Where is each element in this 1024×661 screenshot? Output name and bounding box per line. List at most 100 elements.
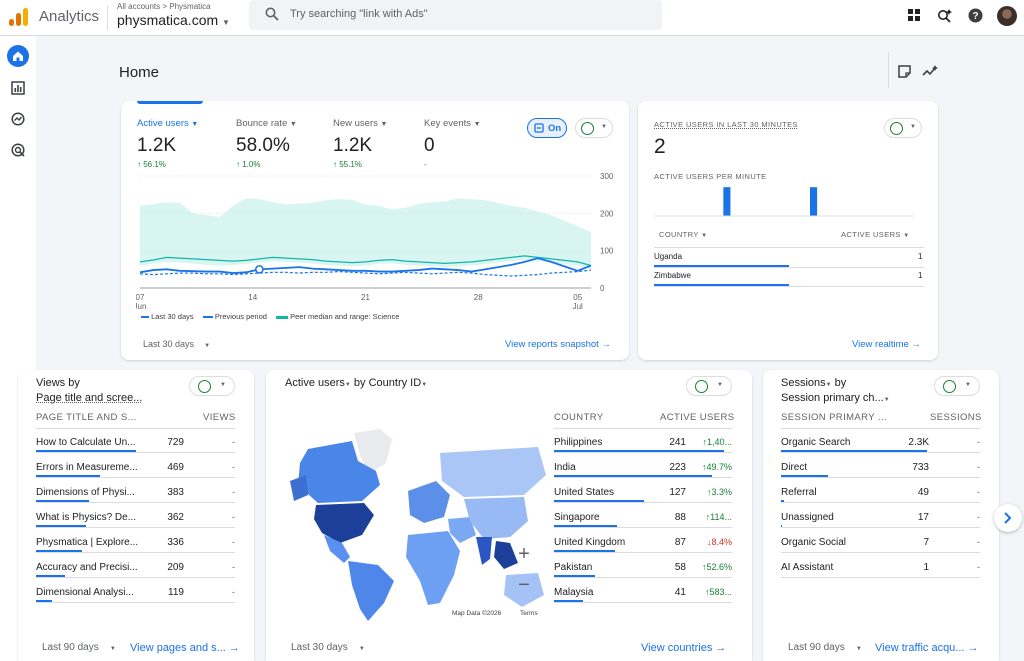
user-avatar[interactable]	[997, 6, 1017, 26]
metric-label: Key events	[424, 118, 471, 129]
row-label: Physmatica | Explore...	[36, 537, 139, 548]
map-russia[interactable]	[440, 447, 546, 497]
realtime-row-bar	[654, 284, 789, 286]
benchmark-toggle[interactable]: On	[527, 118, 567, 138]
row-share-bar	[36, 600, 52, 602]
y-tick-label: 0	[600, 284, 605, 293]
map-australia[interactable]	[504, 573, 544, 607]
series-line	[139, 269, 592, 277]
metric-value: 0	[424, 135, 435, 156]
map-south-america[interactable]	[348, 561, 394, 621]
view-countries-link[interactable]: View countries →	[641, 642, 726, 654]
map-asia[interactable]	[464, 497, 528, 539]
nav-home[interactable]	[7, 45, 29, 67]
date-range-selector[interactable]: Last 30 days ▼	[291, 642, 365, 653]
metric-selector[interactable]: Sessions	[781, 377, 826, 389]
metric-active-users[interactable]: Active users ▼ 1.2K ↑ 56.1%	[137, 118, 198, 169]
dimension-selector[interactable]: Session primary ch...▼	[781, 392, 890, 404]
divider	[554, 477, 732, 478]
zoom-out-button[interactable]: −	[518, 574, 530, 596]
map-greenland[interactable]	[354, 429, 392, 475]
row-share-bar	[36, 550, 82, 552]
map-africa[interactable]	[406, 531, 460, 605]
view-traffic-acquisition-link[interactable]: View traffic acqu... →	[875, 642, 979, 654]
dimension-selector[interactable]: Page title and scree...	[36, 392, 143, 404]
map-alaska[interactable]	[290, 475, 308, 501]
help-icon[interactable]: ?	[968, 8, 983, 23]
metric-selector[interactable]: Active users	[285, 377, 345, 389]
divider	[781, 552, 980, 553]
metric-label: Active users	[137, 118, 189, 129]
property-selector[interactable]: physmatica.com ▼	[117, 12, 230, 28]
caret-down-icon: ▼	[344, 382, 351, 388]
map-usa[interactable]	[314, 503, 374, 543]
row-label: Philippines	[554, 437, 603, 448]
metric-bounce-rate[interactable]: Bounce rate ▼ 58.0% ↑ 1.0%	[236, 118, 297, 169]
map-southeast-asia[interactable]	[494, 541, 518, 569]
active-tab-indicator	[137, 101, 203, 104]
map-middle-east[interactable]	[448, 517, 476, 543]
data-quality-button[interactable]: ▼	[189, 376, 235, 396]
divider	[781, 477, 980, 478]
view-reports-snapshot-link[interactable]: View reports snapshot →	[505, 339, 611, 350]
data-quality-button[interactable]: ▼	[884, 118, 922, 138]
map-terms-link[interactable]: Terms	[520, 610, 538, 617]
realtime-row-bar	[654, 265, 789, 267]
realtime-card	[638, 101, 938, 360]
row-label: Organic Social	[781, 537, 847, 548]
view-realtime-link[interactable]: View realtime →	[852, 339, 921, 350]
map-mexico[interactable]	[324, 535, 350, 563]
divider	[36, 452, 235, 453]
account-breadcrumb[interactable]: All accounts > Physmatica	[117, 2, 211, 11]
row-change: -	[977, 437, 980, 447]
metric-new-users[interactable]: New users ▼ 1.2K ↑ 55.1%	[333, 118, 387, 169]
caret-down-icon: ▼	[825, 382, 832, 388]
column-header-active-users[interactable]: ACTIVE USERS ▼	[841, 230, 910, 239]
divider	[36, 527, 235, 528]
map-india[interactable]	[476, 537, 492, 565]
realtime-title: ACTIVE USERS IN LAST 30 MINUTES	[654, 120, 798, 129]
data-quality-button[interactable]: ▼	[575, 118, 613, 138]
dimension-label: Session primary ch...	[781, 392, 884, 404]
view-pages-link[interactable]: View pages and s... →	[130, 642, 240, 654]
map-canada[interactable]	[298, 441, 380, 503]
search-insights-icon[interactable]	[937, 8, 953, 24]
realtime-row-country: Zimbabwe	[654, 271, 691, 280]
search-box[interactable]: Try searching "link with Ads"	[249, 0, 662, 30]
caret-down-icon: ▼	[421, 382, 428, 388]
data-quality-button[interactable]: ▼	[686, 376, 732, 396]
legend-swatch-previous	[202, 316, 213, 319]
data-quality-button[interactable]: ▼	[934, 376, 980, 396]
row-value: 362	[167, 512, 184, 523]
analytics-logo-icon[interactable]	[9, 8, 29, 26]
dimension-selector[interactable]: Country ID	[368, 377, 422, 389]
insights-icon[interactable]	[922, 64, 938, 78]
row-label: Pakistan	[554, 562, 593, 573]
minute-bar	[723, 187, 731, 216]
row-label: Singapore	[554, 512, 600, 523]
map-europe[interactable]	[408, 481, 450, 523]
apps-grid-icon[interactable]	[907, 8, 921, 22]
advertising-icon[interactable]	[11, 143, 25, 157]
date-range-selector[interactable]: Last 90 days ▼	[42, 642, 116, 653]
row-change: -	[977, 512, 980, 522]
reports-icon[interactable]	[11, 81, 25, 95]
legend-swatch-current	[141, 316, 149, 319]
link-label: View reports snapshot	[505, 339, 599, 350]
metric-key-events[interactable]: Key events ▼ 0 -	[424, 118, 481, 169]
check-circle-icon	[581, 122, 594, 135]
row-value: 209	[167, 562, 184, 573]
notes-icon[interactable]	[898, 65, 911, 78]
world-map[interactable]	[288, 425, 546, 625]
column-label: COUNTRY	[659, 230, 699, 239]
date-range-selector[interactable]: Last 30 days ▼	[143, 339, 210, 349]
row-value: 88	[674, 512, 686, 523]
zoom-in-button[interactable]: +	[518, 543, 530, 565]
arrow-right-icon: →	[601, 339, 611, 350]
carousel-next-button[interactable]	[994, 504, 1022, 532]
explore-icon[interactable]	[11, 112, 25, 126]
realtime-row-users: 1	[918, 252, 923, 261]
date-range-selector[interactable]: Last 90 days ▼	[788, 642, 862, 653]
row-share-bar	[554, 575, 595, 577]
column-header-country[interactable]: COUNTRY ▼	[659, 230, 707, 239]
